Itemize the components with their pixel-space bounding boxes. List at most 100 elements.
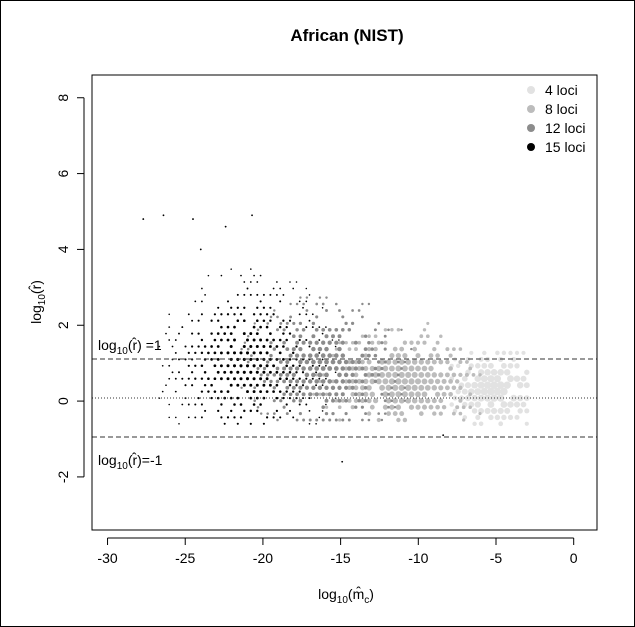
data-point [311, 359, 316, 365]
data-point [396, 328, 401, 332]
ref-label-minus-one: log10(r̂)=-1 [98, 451, 163, 472]
data-point [253, 274, 255, 277]
data-point [481, 362, 488, 369]
data-point [282, 293, 285, 296]
data-point [301, 379, 306, 384]
data-point [311, 372, 316, 378]
data-point [334, 302, 338, 306]
data-point [520, 375, 527, 382]
data-point [461, 388, 468, 395]
data-point [445, 347, 450, 352]
data-point [340, 379, 346, 384]
data-point [269, 383, 272, 387]
data-point [432, 411, 437, 416]
data-point [233, 403, 236, 406]
data-point [279, 287, 282, 290]
data-point [285, 372, 290, 377]
data-point [252, 351, 256, 355]
data-point [192, 218, 194, 220]
data-point [226, 325, 230, 329]
data-point [278, 338, 282, 342]
data-point [200, 351, 204, 355]
data-point [216, 345, 220, 348]
data-point [273, 309, 276, 312]
data-point [307, 379, 313, 384]
y-tick-label: 2 [55, 321, 71, 329]
data-point [236, 422, 239, 425]
legend-marker [527, 143, 535, 151]
data-point [382, 404, 388, 410]
data-point [380, 418, 384, 422]
data-point [314, 379, 319, 384]
data-point [403, 399, 406, 402]
data-point [298, 403, 301, 406]
data-point [288, 379, 293, 384]
data-point [373, 334, 378, 339]
data-point [315, 315, 319, 319]
data-point [520, 401, 527, 408]
data-point [201, 287, 203, 290]
data-point [497, 407, 504, 414]
data-point [360, 334, 365, 338]
data-point [425, 359, 431, 365]
legend-label: 4 loci [545, 82, 578, 98]
data-point [388, 365, 395, 372]
data-point [478, 412, 482, 416]
data-point [275, 366, 280, 371]
data-point [318, 364, 321, 367]
data-point [282, 370, 285, 374]
data-point [351, 321, 355, 325]
data-point [259, 274, 262, 277]
data-point [424, 372, 431, 378]
data-point [298, 313, 301, 316]
data-point [325, 296, 328, 299]
data-point [285, 377, 288, 380]
data-point [414, 378, 422, 385]
data-point [282, 405, 286, 409]
data-point [465, 360, 469, 364]
data-point [256, 319, 259, 322]
data-point [314, 340, 319, 345]
data-point [217, 409, 220, 413]
data-points [142, 214, 530, 463]
data-point [265, 416, 269, 419]
data-point [279, 300, 282, 303]
data-point [308, 340, 313, 345]
data-point [305, 309, 309, 312]
data-point [418, 384, 425, 391]
y-tick-label: 0 [55, 397, 71, 405]
data-point [435, 404, 440, 410]
data-point [415, 404, 421, 410]
data-point [503, 369, 511, 376]
data-point [438, 385, 444, 391]
data-point [291, 377, 295, 380]
data-point [307, 366, 313, 371]
data-point [361, 418, 364, 422]
data-point [490, 407, 498, 415]
data-point [243, 319, 246, 322]
data-point [315, 371, 318, 374]
data-point [259, 377, 263, 381]
data-point [438, 398, 444, 404]
data-point [341, 418, 345, 422]
data-point [262, 422, 265, 425]
data-point [376, 373, 381, 377]
data-point [387, 392, 390, 396]
data-point [325, 403, 327, 406]
data-point [253, 386, 257, 390]
data-point [259, 373, 263, 377]
data-point [324, 411, 329, 416]
data-point [382, 365, 389, 372]
data-point [292, 287, 295, 290]
data-point [311, 334, 316, 339]
data-point [357, 359, 362, 365]
data-point [331, 398, 335, 403]
data-point [344, 366, 349, 371]
data-point [318, 379, 322, 384]
data-point [434, 378, 441, 385]
data-point [294, 353, 300, 358]
data-point [363, 334, 368, 338]
data-point [524, 408, 530, 414]
data-point [399, 346, 405, 352]
data-point [288, 383, 292, 387]
